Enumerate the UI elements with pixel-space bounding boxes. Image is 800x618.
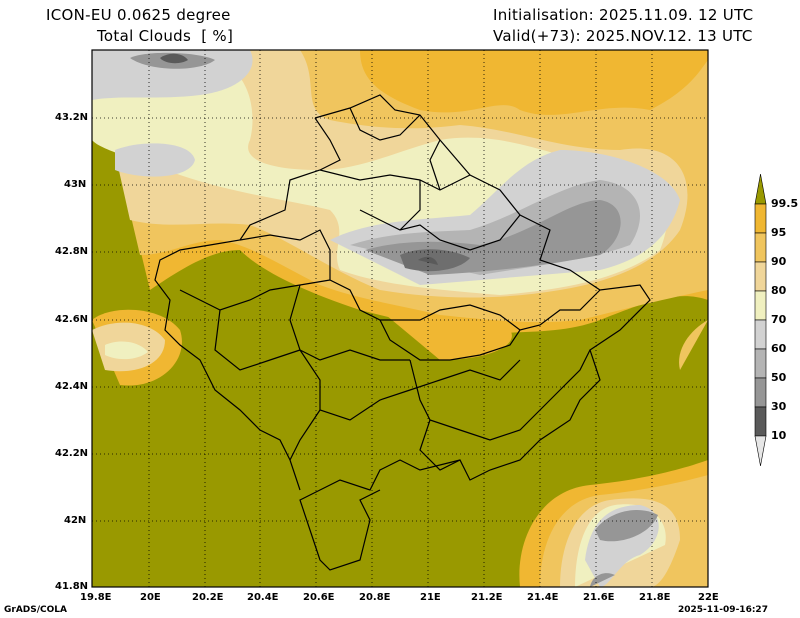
lon-tick: 21.2E (471, 592, 503, 603)
lon-tick: 21.4E (527, 592, 559, 603)
colorbar-label: 50 (771, 371, 787, 384)
footer-credit: GrADS/COLA (4, 605, 67, 615)
lat-tick: 43.2N (55, 112, 89, 123)
variable-title: Total Clouds [ %] (97, 27, 234, 45)
colorbar-label: 10 (771, 429, 787, 442)
colorbar-label: 70 (771, 313, 787, 326)
colorbar-label: 60 (771, 342, 787, 355)
footer-timestamp: 2025-11-09-16:27 (678, 605, 768, 615)
init-time: Initialisation: 2025.11.09. 12 UTC (493, 6, 754, 24)
lon-tick: 21.8E (639, 592, 671, 603)
lat-tick: 42.2N (55, 448, 89, 459)
colorbar-label: 80 (771, 284, 787, 297)
borders (154, 94, 651, 571)
lon-tick: 21.6E (583, 592, 615, 603)
lon-tick: 20.4E (247, 592, 279, 603)
colorbar-label: 95 (771, 226, 787, 239)
lat-tick: 42N (64, 515, 87, 526)
lat-tick: 42.6N (55, 314, 89, 325)
lat-tick: 41.8N (55, 581, 89, 592)
colorbar-label: 30 (771, 400, 787, 413)
valid-time: Valid(+73): 2025.NOV.12. 13 UTC (493, 27, 753, 45)
colorbar-label: 99.5 (771, 197, 799, 210)
map-frame (91, 49, 709, 588)
lon-tick: 20.2E (192, 592, 224, 603)
colorbar (754, 173, 767, 467)
colorbar-label: 90 (771, 255, 787, 268)
lat-tick: 42.8N (55, 246, 89, 257)
lon-tick: 20.8E (359, 592, 391, 603)
lon-tick: 19.8E (80, 592, 112, 603)
grid-lines (92, 50, 708, 587)
model-title: ICON-EU 0.0625 degree (46, 6, 231, 24)
cloud-field (92, 50, 708, 587)
lon-tick: 21E (420, 592, 441, 603)
lon-tick: 22E (698, 592, 719, 603)
lat-tick: 42.4N (55, 381, 89, 392)
lon-tick: 20.6E (303, 592, 335, 603)
lat-tick: 43N (64, 179, 87, 190)
lon-tick: 20E (140, 592, 161, 603)
